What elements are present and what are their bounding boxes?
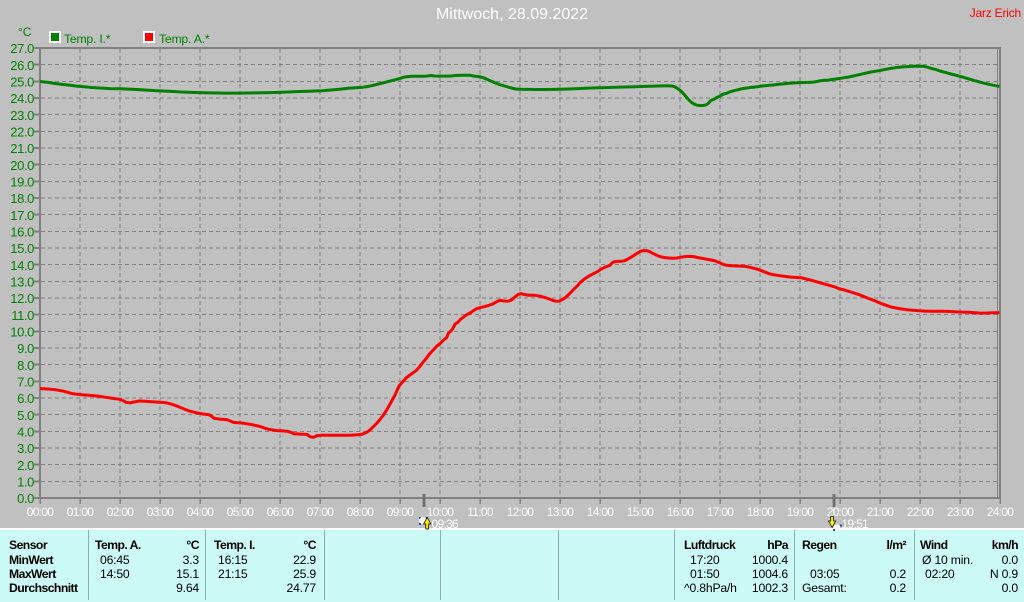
svg-text:16.0: 16.0 (10, 224, 34, 239)
svg-text:11:00: 11:00 (467, 505, 494, 519)
svg-text:20:00: 20:00 (827, 505, 855, 519)
svg-text:2.0: 2.0 (17, 458, 34, 473)
svg-text:20.0: 20.0 (10, 158, 34, 173)
svg-text:24:00: 24:00 (987, 505, 1015, 519)
svg-text:13.0: 13.0 (10, 274, 34, 289)
svg-text:15.0: 15.0 (10, 241, 34, 256)
svg-text:18:00: 18:00 (747, 505, 775, 519)
svg-text:21.0: 21.0 (10, 141, 34, 156)
svg-text:19:51: 19:51 (842, 517, 870, 531)
svg-text:11.0: 11.0 (11, 308, 34, 323)
svg-text:16:00: 16:00 (667, 505, 695, 519)
svg-text:10.0: 10.0 (10, 324, 34, 339)
svg-text:08:00: 08:00 (347, 505, 375, 519)
svg-text:05:00: 05:00 (227, 505, 255, 519)
svg-text:3.0: 3.0 (17, 441, 34, 456)
svg-text:14:00: 14:00 (587, 505, 615, 519)
svg-text:21:00: 21:00 (867, 505, 895, 519)
svg-text:17:00: 17:00 (707, 505, 735, 519)
svg-text:02:00: 02:00 (107, 505, 135, 519)
svg-text:19:00: 19:00 (787, 505, 815, 519)
svg-text:01:00: 01:00 (67, 505, 95, 519)
svg-text:7.0: 7.0 (17, 374, 34, 389)
svg-text:23:00: 23:00 (947, 505, 975, 519)
svg-text:4.0: 4.0 (17, 424, 34, 439)
svg-text:14.0: 14.0 (10, 258, 34, 273)
svg-text:8.0: 8.0 (17, 358, 34, 373)
svg-text:10:00: 10:00 (427, 505, 455, 519)
svg-text:09:36: 09:36 (432, 517, 460, 531)
svg-text:27.0: 27.0 (10, 41, 34, 56)
svg-text:13:00: 13:00 (547, 505, 575, 519)
svg-text:24.0: 24.0 (10, 91, 34, 106)
svg-text:12:00: 12:00 (507, 505, 535, 519)
svg-text:26.0: 26.0 (10, 58, 34, 73)
svg-text:5.0: 5.0 (17, 408, 34, 423)
svg-text:1.0: 1.0 (17, 474, 34, 489)
svg-text:22:00: 22:00 (907, 505, 935, 519)
svg-text:25.0: 25.0 (10, 74, 34, 89)
svg-text:07:00: 07:00 (307, 505, 335, 519)
svg-text:12.0: 12.0 (10, 291, 34, 306)
svg-text:09:00: 09:00 (387, 505, 415, 519)
svg-text:15:00: 15:00 (627, 505, 655, 519)
svg-text:19.0: 19.0 (10, 174, 34, 189)
svg-text:22.0: 22.0 (10, 124, 34, 139)
svg-text:0.0: 0.0 (17, 491, 34, 506)
svg-text:03:00: 03:00 (147, 505, 175, 519)
svg-text:17.0: 17.0 (10, 208, 34, 223)
svg-text:00:00: 00:00 (27, 505, 55, 519)
svg-text:23.0: 23.0 (10, 108, 34, 123)
svg-text:9.0: 9.0 (17, 341, 34, 356)
svg-text:06:00: 06:00 (267, 505, 295, 519)
svg-text:04:00: 04:00 (187, 505, 215, 519)
svg-text:18.0: 18.0 (10, 191, 34, 206)
svg-text:6.0: 6.0 (17, 391, 34, 406)
